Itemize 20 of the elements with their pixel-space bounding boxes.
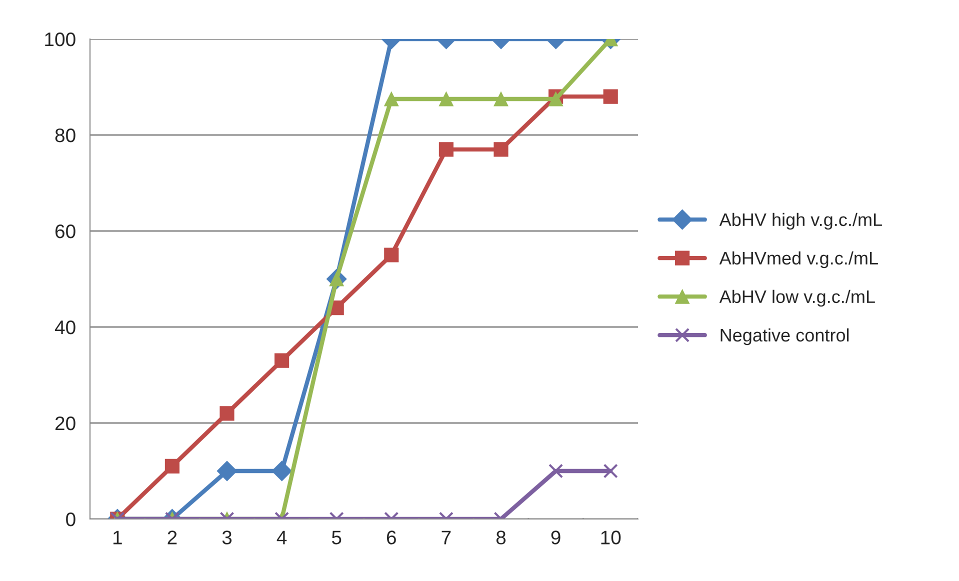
y-tick-label: 80	[55, 128, 76, 142]
x-tick-label: 7	[442, 530, 451, 544]
y-tick-label: 60	[55, 224, 76, 238]
y-tick-label: 0	[66, 512, 76, 526]
y-tick-label: 40	[54, 320, 76, 334]
x-tick-label: 1	[113, 530, 122, 544]
x-tick-label: 5	[332, 530, 342, 544]
x-tick-label: 6	[386, 530, 396, 544]
legend-label: Negative control	[720, 328, 849, 346]
y-tick-label: 100	[45, 32, 76, 46]
x-tick-label: 9	[551, 530, 560, 544]
x-tick-label: 8	[496, 530, 506, 544]
legend-label: AbHV low v.g.c./mL	[719, 290, 875, 307]
x-tick-label: 4	[276, 530, 287, 544]
legend-label: AbHV high v.g.c./mL	[719, 212, 882, 230]
y-tick-label: 20	[55, 416, 76, 430]
x-tick-label: 10	[601, 530, 621, 544]
legend-label: AbHVmed v.g.c./mL	[719, 251, 878, 268]
x-tick-label: 2	[168, 530, 177, 544]
x-tick-label: 3	[222, 530, 232, 544]
